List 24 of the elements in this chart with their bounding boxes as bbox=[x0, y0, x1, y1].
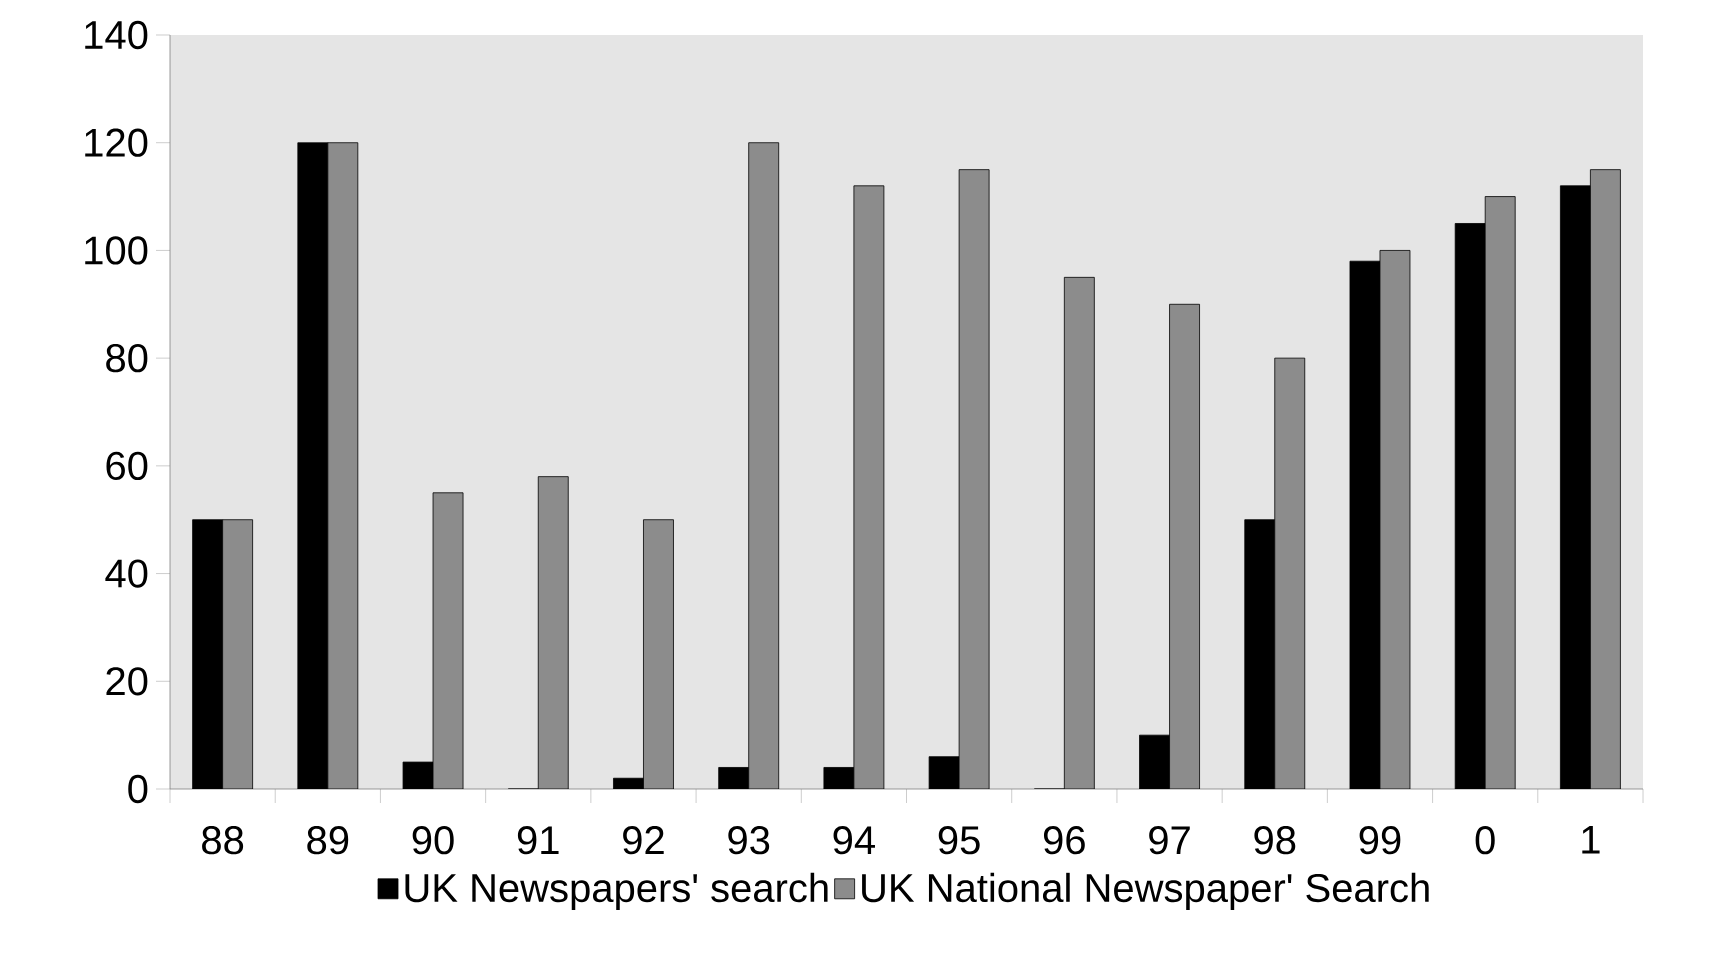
y-tick-label: 100 bbox=[85, 236, 148, 265]
x-tick-label: 94 bbox=[833, 826, 875, 855]
y-tick-label: 0 bbox=[128, 774, 148, 804]
y-tick-label: 20 bbox=[106, 667, 148, 696]
y-tick-label: 80 bbox=[106, 344, 148, 373]
y-tick-label: 60 bbox=[106, 451, 148, 480]
x-tick-label: 88 bbox=[202, 826, 244, 855]
x-tick-label: 1 bbox=[1582, 826, 1600, 854]
x-tick-label: 96 bbox=[1043, 826, 1085, 855]
x-tick-label: 89 bbox=[307, 826, 349, 855]
legend-label: UK National Newspaper' Search bbox=[862, 872, 1429, 911]
x-tick-label: 90 bbox=[412, 826, 454, 855]
y-tick-label: 40 bbox=[105, 559, 148, 588]
x-tick-label: 98 bbox=[1254, 826, 1296, 855]
x-tick-label: 99 bbox=[1359, 826, 1401, 855]
legend-label: UK Newspapers' search bbox=[405, 872, 828, 911]
x-tick-label: 97 bbox=[1149, 826, 1190, 855]
x-tick-label: 0 bbox=[1475, 826, 1495, 855]
y-tick-label: 120 bbox=[85, 128, 148, 157]
y-tick-label: 140 bbox=[85, 20, 148, 50]
x-tick-label: 92 bbox=[623, 826, 664, 855]
x-tick-label: 91 bbox=[517, 826, 559, 855]
x-tick-label: 93 bbox=[728, 826, 770, 855]
x-tick-label: 95 bbox=[938, 826, 980, 855]
